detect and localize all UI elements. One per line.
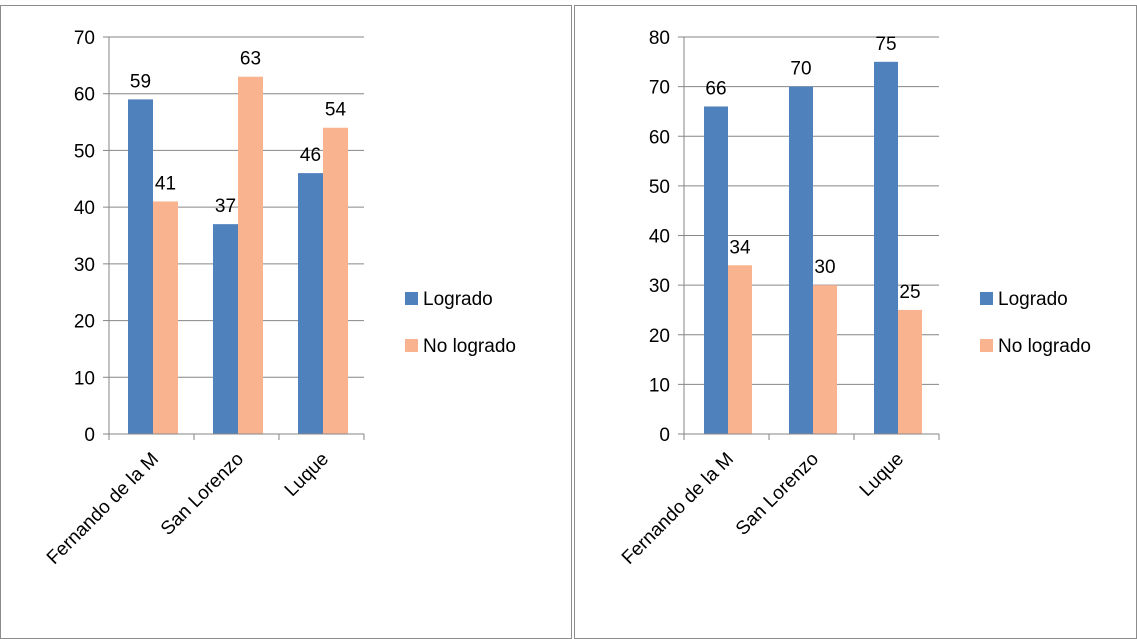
data-label: 63 <box>240 49 261 70</box>
x-tick-label: Luque <box>281 449 333 501</box>
bar-no-logrado <box>238 76 263 434</box>
legend-label-logrado: Logrado <box>423 289 493 310</box>
bar-no-logrado <box>153 201 178 434</box>
y-tick-label: 70 <box>74 28 95 49</box>
y-tick-label: 40 <box>649 227 670 248</box>
legend-label-logrado: Logrado <box>998 289 1068 310</box>
bar-no-logrado <box>323 127 348 434</box>
bar-logrado <box>704 106 728 434</box>
chart-left: 0 10 20 30 40 50 60 70 59 37 46 41 63 54 Fernando de l… <box>43 28 516 569</box>
y-tick-label: 30 <box>649 276 670 297</box>
legend-swatch-no-logrado <box>980 339 993 352</box>
legend-swatch-logrado <box>405 292 418 305</box>
y-tick-label: 10 <box>649 375 670 396</box>
y-tick-label: 50 <box>74 141 95 162</box>
bar-no-logrado <box>813 285 837 434</box>
bar-logrado <box>789 86 813 434</box>
y-tick-label: 30 <box>74 255 95 276</box>
data-label: 37 <box>215 196 236 217</box>
data-label: 41 <box>155 173 176 194</box>
data-label: 75 <box>875 34 896 55</box>
x-tick-label: Fernando de la M <box>618 449 738 569</box>
y-tick-label: 70 <box>649 78 670 99</box>
data-label: 46 <box>300 145 321 166</box>
data-label: 54 <box>325 100 347 121</box>
data-label: 59 <box>130 71 151 92</box>
y-tick-label: 20 <box>74 312 95 333</box>
legend-swatch-no-logrado <box>405 339 418 352</box>
y-tick-label: 20 <box>649 326 670 347</box>
y-tick-label: 60 <box>74 85 95 106</box>
data-label: 25 <box>899 282 920 303</box>
bar-logrado <box>128 99 153 434</box>
bar-logrado <box>298 173 323 434</box>
data-label: 34 <box>729 237 751 258</box>
x-tick-label: Luque <box>856 449 908 501</box>
data-label: 70 <box>790 59 811 80</box>
y-tick-label: 10 <box>74 368 95 389</box>
y-tick-label: 60 <box>649 127 670 148</box>
y-tick-label: 80 <box>649 28 670 49</box>
bar-no-logrado <box>728 265 752 434</box>
legend-label-no-logrado: No logrado <box>998 336 1091 357</box>
bar-logrado <box>874 61 898 434</box>
bar-logrado <box>213 224 238 434</box>
chart-panel-left: 0 10 20 30 40 50 60 70 59 37 46 41 63 54 Fernando de l… <box>0 5 572 639</box>
legend-label-no-logrado: No logrado <box>423 336 516 357</box>
y-tick-label: 0 <box>659 425 670 446</box>
x-tick-label: San Lorenzo <box>732 449 823 540</box>
chart-panel-right: 0 10 20 30 40 50 60 70 80 66 70 75 34 30 25 Fernando de… <box>574 5 1137 639</box>
y-tick-label: 50 <box>649 177 670 198</box>
data-label: 66 <box>705 78 726 99</box>
legend-swatch-logrado <box>980 292 993 305</box>
chart-right: 0 10 20 30 40 50 60 70 80 66 70 75 34 30 25 Fernando de… <box>618 28 1091 569</box>
bar-no-logrado <box>898 309 922 434</box>
y-tick-label: 0 <box>84 425 95 446</box>
data-label: 30 <box>814 257 835 278</box>
y-tick-label: 40 <box>74 198 95 219</box>
x-tick-label: Fernando de la M <box>43 449 163 569</box>
x-tick-label: San Lorenzo <box>157 449 248 540</box>
